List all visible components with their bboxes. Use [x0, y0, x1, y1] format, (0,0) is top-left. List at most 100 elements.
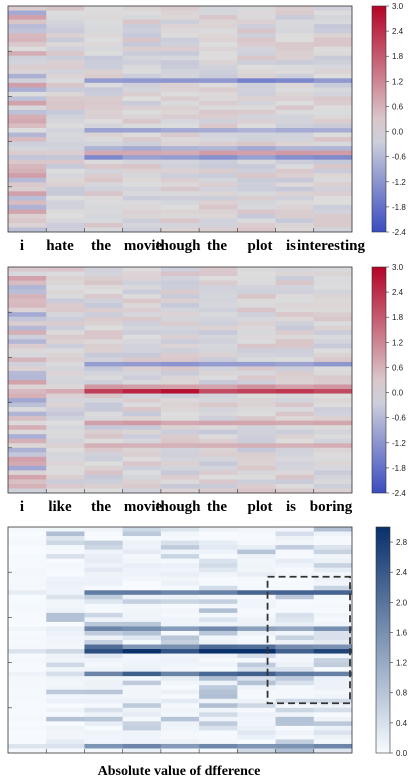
heatmap-cell — [46, 46, 85, 52]
heatmap-cell — [84, 743, 123, 749]
heatmap-cell — [275, 617, 315, 623]
heatmap-cell — [160, 567, 200, 573]
heatmap-cell — [122, 389, 162, 394]
heatmap-cell — [237, 452, 276, 458]
heatmap-cell — [8, 712, 47, 718]
heatmap-cell — [275, 294, 315, 299]
heatmap-cell — [8, 407, 47, 412]
heatmap-cell — [8, 37, 47, 43]
heatmap-cell — [122, 280, 162, 286]
heatmap-cell — [313, 33, 353, 38]
heatmap-cell — [199, 703, 238, 709]
heatmap-cell — [275, 452, 315, 458]
heatmap-cell — [237, 46, 276, 52]
heatmap-cell — [46, 195, 85, 201]
heatmap-cell — [160, 370, 200, 376]
heatmap-cell — [160, 461, 200, 467]
heatmap-cell — [160, 316, 200, 322]
heatmap-cell — [160, 743, 200, 749]
heatmap-cell — [275, 321, 315, 327]
heatmap-cell — [237, 82, 276, 88]
heatmap-cell — [122, 325, 162, 331]
heatmap-cell — [84, 527, 123, 532]
heatmap-cell — [275, 361, 315, 367]
heatmap-cell — [275, 64, 315, 70]
heatmap-cell — [84, 483, 123, 489]
heatmap-cell — [275, 159, 315, 165]
heatmap-cell — [160, 10, 200, 16]
heatmap-cell — [160, 527, 200, 532]
heatmap-cell — [160, 554, 200, 559]
heatmap-cell — [46, 267, 85, 272]
heatmap-cell — [313, 91, 353, 97]
heatmap-cell — [237, 443, 276, 449]
heatmap-cell — [46, 177, 85, 183]
heatmap-cell — [122, 536, 162, 541]
heatmap-cell — [275, 461, 315, 467]
heatmap-cell — [122, 434, 162, 440]
heatmap-cell — [8, 128, 47, 133]
heatmap-cell — [313, 384, 353, 390]
heatmap-cell — [122, 703, 162, 709]
heatmap-cell — [313, 141, 353, 147]
heatmap-cell — [199, 447, 238, 453]
heatmap-cell — [8, 370, 47, 376]
heatmap-cell — [237, 42, 276, 47]
heatmap-cell — [237, 572, 276, 578]
heatmap-cell — [313, 159, 353, 165]
heatmap-cell — [313, 434, 353, 440]
heatmap-cell — [199, 15, 238, 20]
heatmap-cell — [84, 307, 123, 313]
heatmap-cell — [160, 312, 200, 318]
heatmap-cell — [160, 447, 200, 453]
heatmap-cell — [237, 69, 276, 75]
heatmap-cell — [313, 712, 353, 718]
heatmap-cell — [84, 267, 123, 272]
heatmap-cell — [313, 603, 353, 609]
heatmap-cell — [84, 567, 123, 573]
heatmap-cell — [275, 164, 315, 170]
heatmap-cell — [8, 200, 47, 206]
heatmap-cell — [237, 6, 276, 11]
heatmap-cell — [160, 456, 200, 462]
heatmap-cell — [8, 716, 47, 722]
heatmap-cell — [275, 128, 315, 133]
heatmap-cell — [122, 321, 162, 327]
heatmap-cell — [46, 689, 85, 695]
heatmap-cell — [46, 465, 85, 471]
heatmap-cell — [122, 119, 162, 124]
heatmap-cell — [313, 456, 353, 462]
heatmap-cell — [237, 73, 276, 79]
heatmap-cell — [275, 123, 315, 129]
heatmap-cell — [160, 352, 200, 358]
heatmap-cell — [8, 271, 47, 277]
heatmap-cell — [199, 545, 238, 550]
heatmap-cell — [122, 640, 162, 645]
heatmap-cell — [8, 676, 47, 681]
heatmap-cell — [84, 658, 123, 663]
heatmap-cell — [237, 294, 276, 299]
heatmap-panel-3: 2.8 2.4 2.0 1.6 1.2 0.8 0.4 0.0 — [7, 526, 408, 758]
heatmap-cell — [275, 91, 315, 97]
heatmap-cell — [313, 698, 353, 704]
heatmap-cell — [275, 644, 315, 650]
heatmap-cell — [237, 671, 276, 677]
heatmap-cell — [199, 608, 238, 614]
heatmap-cell — [237, 590, 276, 596]
heatmap-cell — [313, 55, 353, 61]
heatmap-cell — [313, 576, 353, 582]
heatmap-cell — [275, 474, 315, 480]
heatmap-cell — [8, 429, 47, 435]
heatmap-cell — [275, 73, 315, 79]
heatmap-cell — [275, 716, 315, 722]
heatmap-cell — [46, 200, 85, 206]
heatmap-cell — [313, 411, 353, 417]
heatmap-cell — [313, 137, 353, 142]
heatmap-cell — [46, 213, 85, 219]
heatmap-cell — [46, 558, 85, 564]
heatmap-cell — [275, 581, 315, 587]
heatmap-cell — [84, 716, 123, 722]
heatmap-cell — [199, 743, 238, 749]
heatmap-cell — [199, 698, 238, 704]
heatmap-cell — [237, 15, 276, 20]
